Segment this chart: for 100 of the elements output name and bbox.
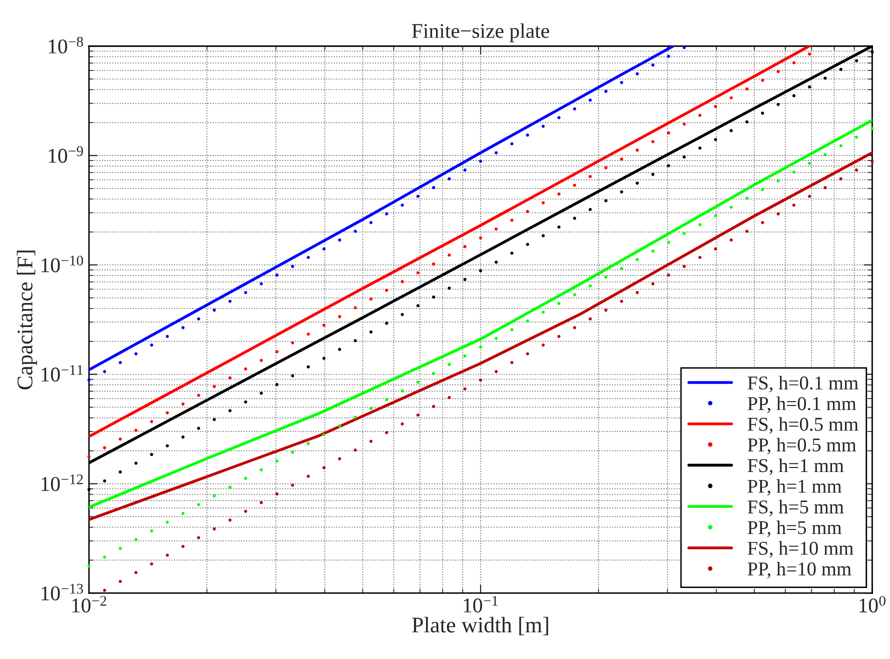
point (526, 210, 530, 214)
point (682, 155, 686, 159)
point (228, 486, 232, 489)
point (448, 396, 451, 400)
point (510, 218, 514, 222)
point (792, 61, 796, 64)
point (212, 527, 216, 530)
point (291, 484, 294, 487)
point (808, 194, 812, 198)
point (542, 234, 545, 238)
point (510, 142, 514, 146)
point (730, 206, 733, 209)
point (244, 367, 248, 370)
point (197, 317, 200, 320)
point (526, 133, 530, 137)
point (260, 358, 263, 362)
point (212, 384, 216, 388)
point (338, 238, 342, 242)
point (103, 479, 106, 482)
point (542, 310, 545, 314)
point (150, 562, 154, 566)
point (181, 326, 185, 330)
y-tick-label: 10$^{−10}$ (42, 256, 84, 272)
point (275, 274, 279, 277)
point (698, 223, 702, 226)
legend-label: FS, h=0.1 mm (748, 376, 858, 392)
point (510, 328, 514, 332)
point (698, 114, 702, 117)
point (181, 544, 185, 548)
point (604, 166, 608, 170)
point (244, 510, 248, 513)
point (494, 336, 498, 340)
point (792, 94, 796, 98)
point (432, 404, 436, 408)
legend-label: PP, h=5 mm (748, 520, 842, 537)
point (854, 168, 858, 172)
point (542, 344, 545, 347)
point (338, 348, 342, 351)
point (463, 354, 466, 358)
point (479, 269, 482, 272)
point (118, 580, 122, 583)
point (369, 440, 373, 443)
point (510, 252, 514, 255)
point (275, 460, 279, 463)
legend-label: FS, h=1 mm (748, 458, 844, 475)
point (776, 102, 780, 106)
point (463, 168, 466, 172)
legend-label: PP, h=1 mm (748, 479, 842, 496)
x-axis-title: Plate width [m] (412, 616, 548, 636)
point (604, 199, 608, 202)
point (118, 437, 122, 441)
point (244, 290, 248, 294)
point (588, 98, 592, 102)
point (291, 264, 294, 268)
point (745, 230, 748, 233)
point (166, 554, 169, 557)
point (432, 372, 436, 375)
point (416, 380, 420, 384)
point (588, 174, 592, 178)
point (150, 452, 154, 456)
point (620, 266, 624, 270)
point (573, 326, 576, 330)
point (870, 160, 874, 163)
point (808, 52, 812, 56)
point (714, 214, 718, 218)
point (824, 153, 827, 156)
point (448, 177, 451, 180)
point (588, 317, 592, 320)
point (181, 512, 185, 515)
point (400, 204, 404, 207)
point (682, 264, 686, 268)
point (854, 136, 858, 139)
point (667, 164, 670, 168)
point (824, 186, 827, 190)
point (542, 201, 545, 204)
point (651, 282, 654, 286)
legend-label: FS, h=0.5 mm (748, 417, 858, 434)
point (306, 474, 310, 478)
point (134, 428, 138, 432)
x-tick-label: 10$^{−2}$ (72, 596, 106, 613)
point (542, 124, 545, 128)
point (792, 204, 796, 207)
point (760, 220, 764, 224)
point (322, 324, 326, 327)
point (400, 422, 404, 426)
legend-label: PP, h=0.5 mm (748, 438, 856, 454)
point (620, 157, 624, 161)
point (636, 72, 639, 76)
point (260, 468, 263, 472)
point (181, 402, 185, 406)
point (275, 382, 279, 386)
point (244, 476, 248, 480)
point (306, 365, 310, 368)
point (432, 295, 436, 299)
point (118, 361, 122, 364)
point (620, 190, 624, 194)
point (448, 286, 451, 290)
point (479, 160, 482, 163)
point (730, 238, 733, 242)
point (166, 334, 169, 338)
